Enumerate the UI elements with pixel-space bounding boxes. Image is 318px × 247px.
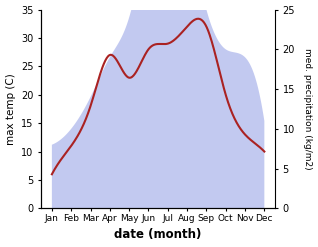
Y-axis label: med. precipitation (kg/m2): med. precipitation (kg/m2) xyxy=(303,48,313,170)
X-axis label: date (month): date (month) xyxy=(114,228,202,242)
Y-axis label: max temp (C): max temp (C) xyxy=(5,73,16,145)
